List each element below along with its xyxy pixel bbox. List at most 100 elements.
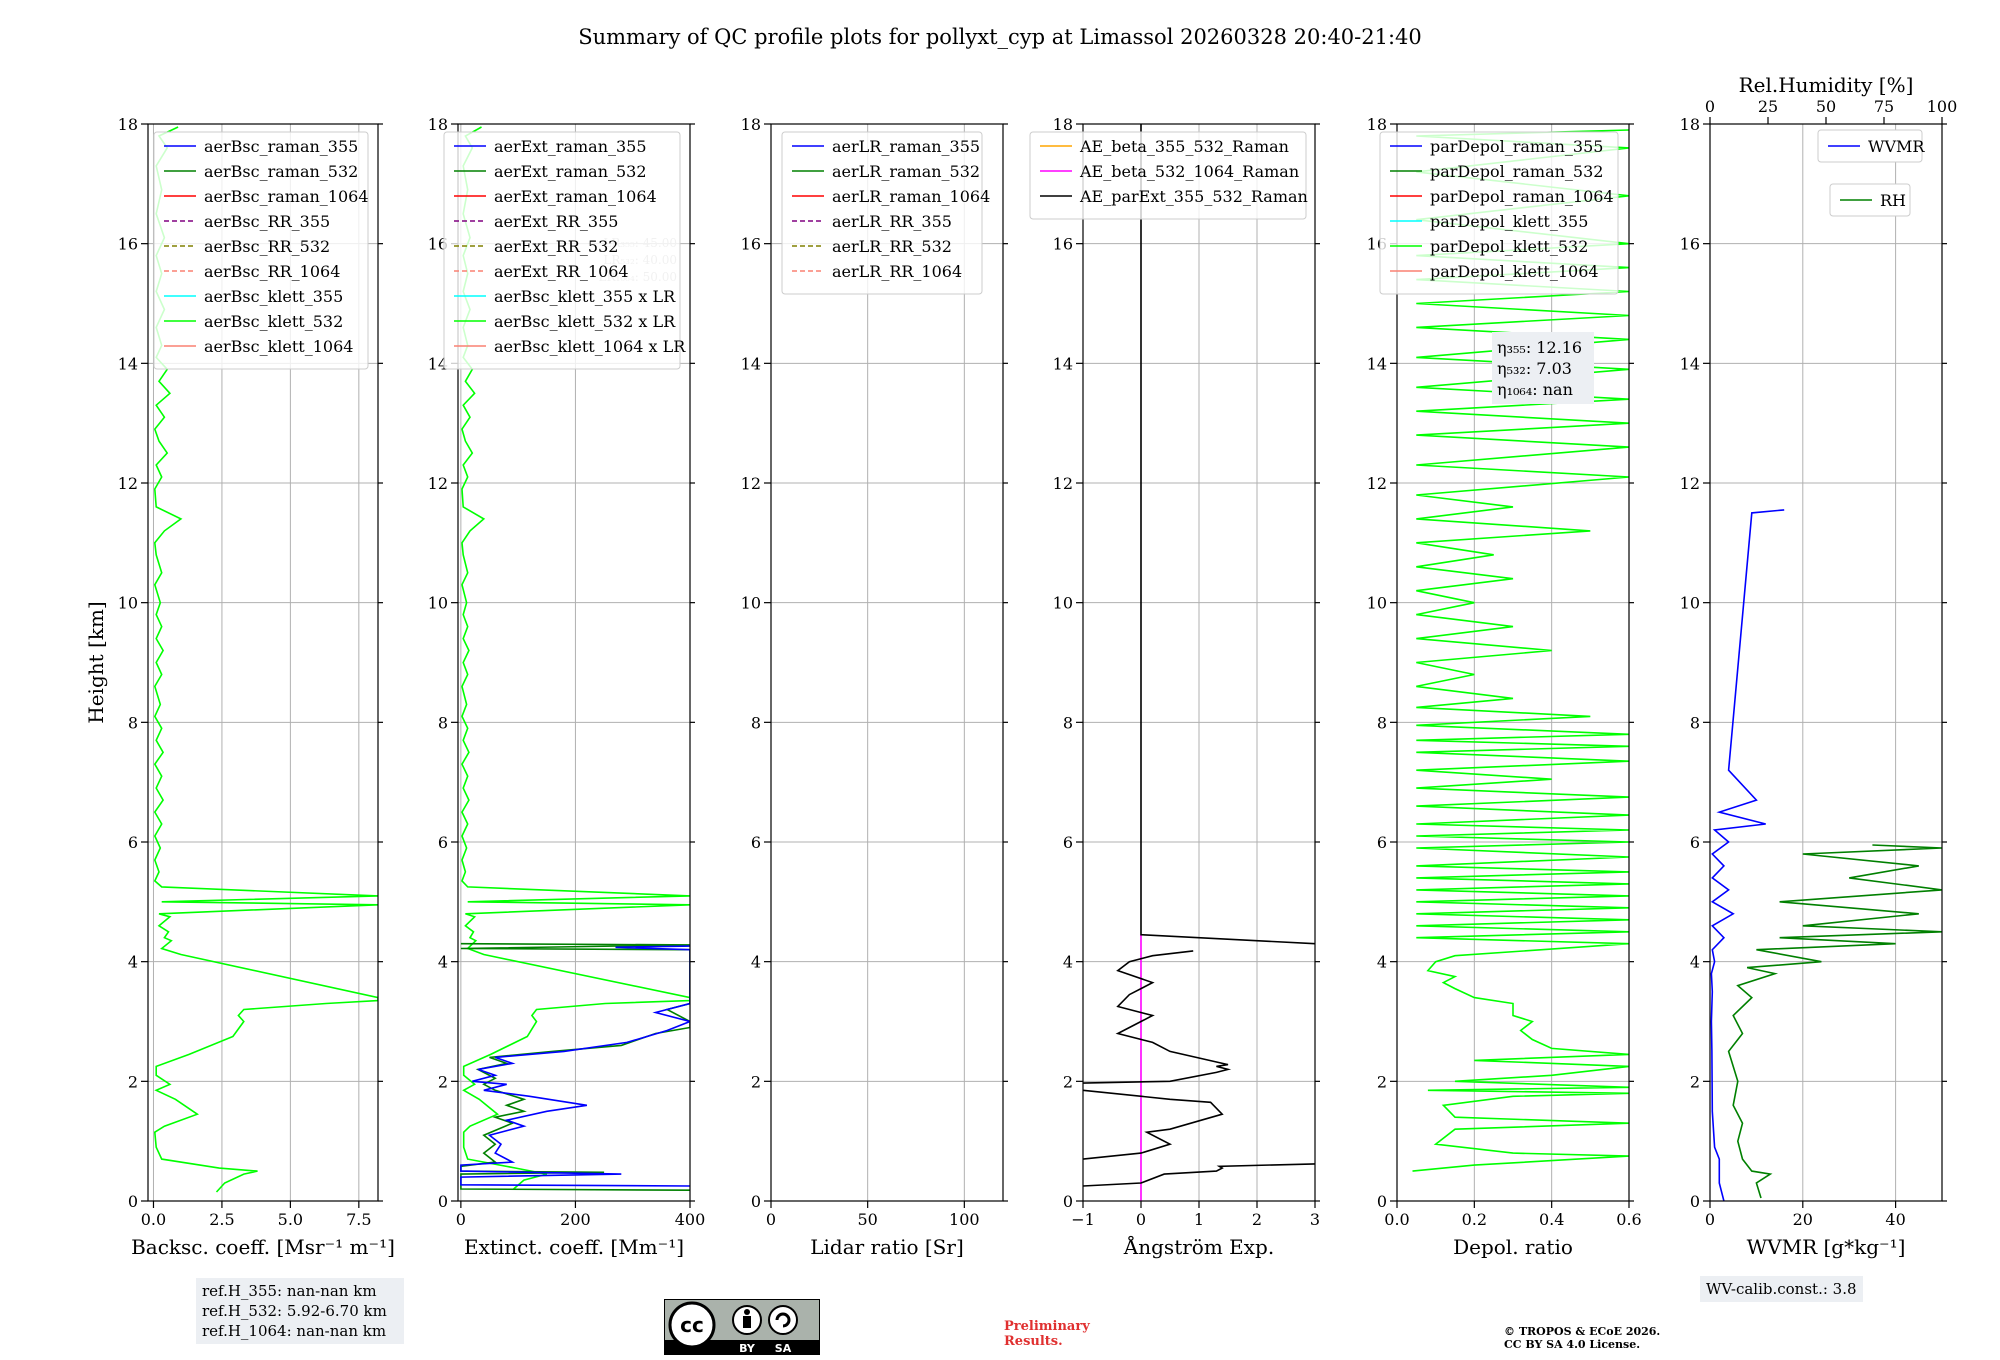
ytick-label: 16: [1680, 235, 1700, 254]
eta-annotation: η₅₃₂: 7.03: [1497, 359, 1572, 378]
by-person-icon: [744, 1309, 750, 1315]
eta-annotation: η₁₀₆₄: nan: [1497, 380, 1573, 399]
legend-label: WVMR: [1868, 137, 1925, 156]
preliminary-line-2: Results.: [1004, 1334, 1063, 1349]
legend-label: aerBsc_klett_355: [204, 287, 343, 306]
cc-text: cc: [680, 1313, 704, 1337]
ytick-label: 2: [751, 1072, 761, 1091]
xtick-label: 20: [1793, 1210, 1813, 1229]
ytick-label: 2: [1063, 1072, 1073, 1091]
ytick-label: 4: [1063, 953, 1073, 972]
ytick-label: 16: [428, 235, 448, 254]
ytick-label: 16: [1053, 235, 1073, 254]
xtick-label: 0.2: [1462, 1210, 1487, 1229]
ytick-label: 0: [751, 1192, 761, 1211]
sa-text: SA: [775, 1342, 792, 1355]
legend-label: RH: [1880, 191, 1906, 210]
xlabel-bsc: Backsc. coeff. [Msr⁻¹ m⁻¹]: [131, 1235, 395, 1259]
xtick-label: 1: [1194, 1210, 1204, 1229]
ytick-label: 10: [741, 594, 761, 613]
ytick-label: 4: [438, 953, 448, 972]
ytick-label: 8: [1690, 713, 1700, 732]
legend-label: AE_beta_532_1064_Raman: [1079, 162, 1299, 181]
legend-label: aerBsc_klett_532 x LR: [494, 312, 676, 331]
ytick-label: 0: [1690, 1192, 1700, 1211]
top-xtick-label: 50: [1816, 97, 1836, 116]
ref-height-355: ref.H_355: nan-nan km: [202, 1282, 377, 1300]
ytick-label: 2: [128, 1072, 138, 1091]
ref-height-532: ref.H_532: 5.92-6.70 km: [202, 1302, 387, 1320]
ytick-label: 0: [128, 1192, 138, 1211]
series-AE_parExt_355_532_Raman-d: [1140, 124, 1315, 945]
ytick-label: 2: [438, 1072, 448, 1091]
legend-label: aerBsc_raman_355: [204, 137, 358, 156]
legend-label: AE_parExt_355_532_Raman: [1079, 187, 1308, 206]
series-aerBsc_klett_532-x-LR: [461, 126, 690, 1190]
legend-label: aerLR_raman_1064: [832, 187, 990, 206]
legend-box: [1029, 131, 1307, 220]
series-AE_parExt_355_532_Raman: [1083, 1163, 1315, 1187]
legend-box: [781, 131, 983, 295]
xtick-label: 7.5: [346, 1210, 371, 1229]
ytick-label: 2: [1690, 1072, 1700, 1091]
legend-label: aerExt_raman_1064: [494, 187, 657, 206]
legend-label: aerLR_RR_355: [832, 212, 952, 231]
ytick-label: 6: [1377, 833, 1387, 852]
axes-frame-bsc: [147, 123, 379, 1202]
preliminary-note: Preliminary Results.: [1004, 1319, 1090, 1349]
ytick-label: 16: [118, 235, 138, 254]
copyright-line-1: © TROPOS & ECoE 2026.: [1504, 1325, 1661, 1338]
ytick-label: 8: [438, 713, 448, 732]
legend-label: aerExt_RR_355: [494, 212, 618, 231]
reference-height-box: ref.H_355: nan-nan km ref.H_532: 5.92-6.…: [196, 1278, 404, 1344]
axes-frame-depol: [1396, 123, 1630, 1202]
xtick-label: 0.6: [1616, 1210, 1641, 1229]
top-xtick-label: 75: [1874, 97, 1894, 116]
series-AE_parExt_355_532_Raman-b: [1083, 1089, 1224, 1160]
series-aerExt_raman_532: [460, 942, 690, 1191]
xlabel-ae: Ångström Exp.: [1123, 1234, 1274, 1259]
ytick-label: 12: [118, 474, 138, 493]
legend-lr: aerLR_raman_355 aerLR_raman_532 aerLR_rama…: [781, 131, 990, 295]
preliminary-line-1: Preliminary: [1004, 1319, 1090, 1334]
legend-ext: aerExt_raman_355 aerExt_raman_532 aerExt_r…: [443, 131, 686, 370]
xtick-label: 200: [560, 1210, 591, 1229]
grid-ae: [1082, 123, 1316, 1202]
ytick-label: 12: [1367, 474, 1387, 493]
legend-label: aerBsc_klett_532: [204, 312, 343, 331]
ytick-label: 14: [741, 354, 761, 373]
ytick-label: 6: [1063, 833, 1073, 852]
legend-box: [443, 131, 681, 370]
wv-calib-text: WV-calib.const.: 3.8: [1706, 1280, 1857, 1298]
axes-frame-wv: [1709, 123, 1943, 1202]
ytick-label: 4: [1377, 953, 1387, 972]
legend-bsc: aerBsc_raman_355 aerBsc_raman_532 aerBsc_r…: [153, 131, 369, 370]
ytick-label: 6: [128, 833, 138, 852]
legend-label: aerBsc_RR_532: [204, 237, 330, 256]
ytick-label: 14: [1053, 354, 1073, 373]
ytick-label: 12: [1053, 474, 1073, 493]
top-xtick-label: 100: [1927, 97, 1958, 116]
legend-label: aerExt_raman_355: [494, 137, 647, 156]
xtick-label: 0.0: [1384, 1210, 1409, 1229]
ytick-label: 12: [741, 474, 761, 493]
ytick-label: 18: [1367, 115, 1387, 134]
ytick-label: 8: [1063, 713, 1073, 732]
legend-label: aerBsc_klett_355 x LR: [494, 287, 676, 306]
xlabel-lr: Lidar ratio [Sr]: [810, 1235, 964, 1259]
by-text: BY: [739, 1342, 756, 1355]
ytick-label: 12: [1680, 474, 1700, 493]
legend-label: parDepol_raman_532: [1430, 162, 1603, 181]
legend-label: aerBsc_klett_1064 x LR: [494, 337, 686, 356]
ylabel: Height [km]: [84, 601, 108, 723]
ytick-label: 0: [438, 1192, 448, 1211]
xlabel-wv: WVMR [g*kg⁻¹]: [1747, 1235, 1906, 1259]
ref-height-1064: ref.H_1064: nan-nan km: [202, 1322, 387, 1340]
ytick-label: 4: [1690, 953, 1700, 972]
ytick-label: 0: [1377, 1192, 1387, 1211]
series-RH: [1727, 844, 1942, 1199]
xtick-label: 50: [857, 1210, 877, 1229]
xtick-label: 0: [1705, 1210, 1715, 1229]
